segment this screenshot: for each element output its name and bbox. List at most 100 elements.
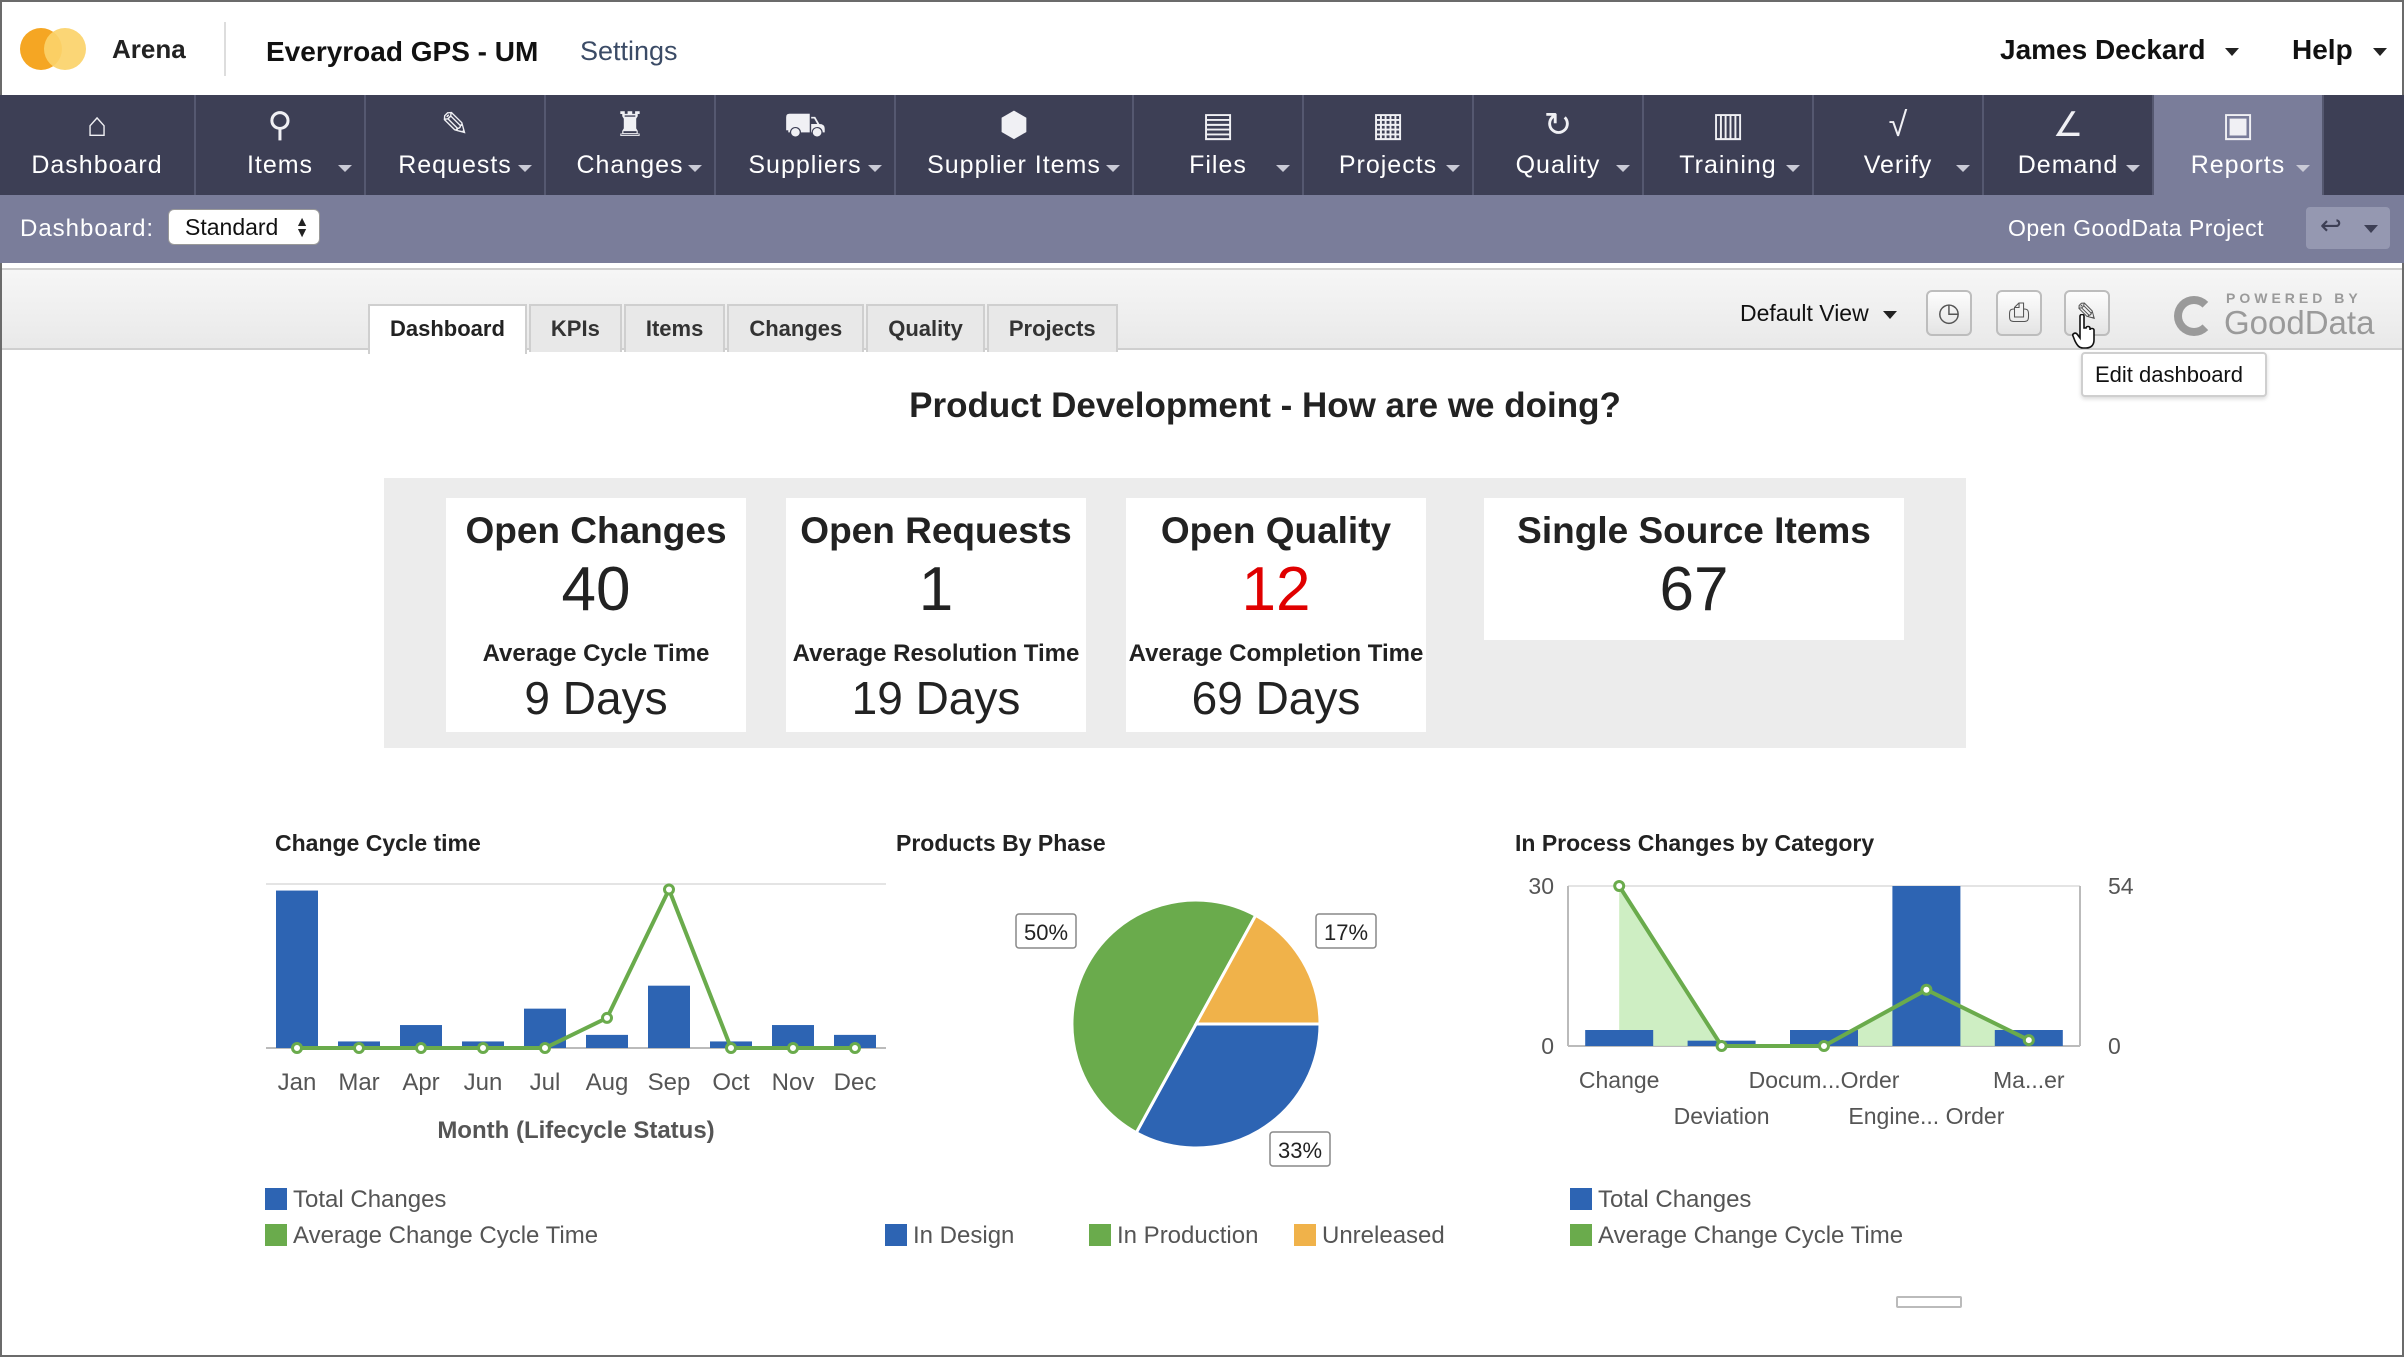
tab-items[interactable]: Items <box>623 304 726 352</box>
tab-changes[interactable]: Changes <box>727 304 865 352</box>
area-avg-cycle-time <box>1619 886 2029 1046</box>
nav-item-training[interactable]: ▥ Training <box>1644 95 1814 195</box>
nav-item-demand[interactable]: ∠ Demand <box>1984 95 2154 195</box>
open-gooddata-link[interactable]: Open GoodData Project <box>2008 215 2264 241</box>
nav-item-label: Training <box>1679 151 1777 179</box>
nav-item-items[interactable]: ⚲ Items <box>196 95 366 195</box>
clipboard-icon: ▦ <box>1371 106 1405 144</box>
line-point <box>1613 880 1626 892</box>
view-select[interactable]: Default View <box>1740 300 1897 327</box>
horizontal-scroll-handle[interactable] <box>1896 1296 1962 1308</box>
chevron-down-icon[interactable] <box>868 165 882 172</box>
legend-swatch <box>1089 1224 1111 1246</box>
bar-category-0 <box>1585 1030 1654 1046</box>
dashboard-subbar: Dashboard: Standard ▲ ▼ Open GoodData Pro… <box>0 195 2404 263</box>
dashboard-select[interactable]: Standard ▲ ▼ <box>168 209 320 245</box>
y-right-tick-label: 0 <box>2108 1033 2121 1059</box>
change-cycle-chart[interactable]: Jan Mar Apr Jun Jul Aug Sep Oct Nov Dec Month (Lif… <box>260 870 900 1144</box>
chevron-down-icon <box>2364 225 2378 233</box>
user-menu[interactable]: James Deckard <box>2000 34 2240 66</box>
nav-item-label: Verify <box>1863 151 1933 179</box>
nav-item-changes[interactable]: ♜ Changes <box>546 95 716 195</box>
workspace-name[interactable]: Everyroad GPS - UM <box>266 36 539 67</box>
legend-unreleased[interactable]: Unreleased <box>1294 1222 1445 1250</box>
arena-logo-icon[interactable] <box>20 28 86 70</box>
x-tick-label: Mar <box>338 1069 379 1096</box>
line-point <box>1920 983 1933 996</box>
kpi-title: Open Changes <box>465 510 727 551</box>
nav-item-label: Dashboard <box>31 151 163 179</box>
kpi-sub-value: 19 Days <box>851 672 1021 724</box>
line-point <box>1818 1040 1830 1052</box>
kpi-title: Open Requests <box>800 510 1072 551</box>
legend-total-changes[interactable]: Total Changes <box>265 1186 446 1214</box>
settings-link[interactable]: Settings <box>580 36 678 66</box>
refresh-icon: ↻ <box>1543 106 1573 144</box>
back-menu-button[interactable]: ↩ <box>2306 207 2390 249</box>
nav-item-supplier-items[interactable]: ⬢ Supplier Items <box>896 95 1134 195</box>
legend-in-design[interactable]: In Design <box>885 1222 1014 1250</box>
chevron-down-icon[interactable] <box>1956 165 1970 172</box>
kpi-card-open-quality[interactable]: Open Quality 12 Average Completion Time … <box>1126 498 1426 732</box>
edit-box-icon: ✎ <box>440 106 470 144</box>
chevron-down-icon[interactable] <box>518 165 532 172</box>
nav-item-dashboard[interactable]: ⌂ Dashboard <box>0 95 196 195</box>
line-point <box>539 1042 551 1054</box>
x-tick-label: Deviation <box>1674 1103 1770 1129</box>
tab-quality[interactable]: Quality <box>866 304 985 352</box>
kpi-value: 40 <box>561 555 631 624</box>
nav-item-label: Reports <box>2190 151 2286 179</box>
chevron-down-icon[interactable] <box>1276 165 1290 172</box>
chevron-down-icon[interactable] <box>2296 165 2310 172</box>
nav-item-quality[interactable]: ↻ Quality <box>1474 95 1644 195</box>
legend-in-production[interactable]: In Production <box>1089 1222 1258 1250</box>
data-label: 50% <box>1024 920 1068 945</box>
chevron-down-icon[interactable] <box>1446 165 1460 172</box>
x-tick-label: Jun <box>464 1069 503 1096</box>
help-menu[interactable]: Help <box>2292 34 2387 66</box>
x-tick-label: Oct <box>712 1069 750 1096</box>
chevron-down-icon[interactable] <box>1106 165 1120 172</box>
chevron-down-icon[interactable] <box>1786 165 1800 172</box>
nav-item-projects[interactable]: ▦ Projects <box>1304 95 1474 195</box>
chevron-down-icon[interactable] <box>338 165 352 172</box>
chevron-down-icon[interactable] <box>2126 165 2140 172</box>
legend-swatch <box>1570 1188 1592 1210</box>
nav-item-suppliers[interactable]: ⛟ Suppliers <box>716 95 896 195</box>
nav-item-reports[interactable]: ▣ Reports <box>2154 95 2324 195</box>
kpi-sub-label: Average Cycle Time <box>482 640 710 667</box>
nav-item-files[interactable]: ▤ Files <box>1134 95 1304 195</box>
nav-item-requests[interactable]: ✎ Requests <box>366 95 546 195</box>
nav-item-label: Suppliers <box>748 151 862 179</box>
brand-name[interactable]: Arena <box>112 34 186 64</box>
gooddata-wordmark: GoodData <box>2224 304 2375 341</box>
tab-projects[interactable]: Projects <box>986 304 1118 352</box>
schedule-button[interactable]: ◷ <box>1926 290 1972 336</box>
nav-item-verify[interactable]: √ Verify <box>1814 95 1984 195</box>
legend-avg-cycle-time-2[interactable]: Average Change Cycle Time <box>1570 1222 1903 1250</box>
legend-total-changes-2[interactable]: Total Changes <box>1570 1186 1751 1214</box>
x-axis-title: Month (Lifecycle Status) <box>437 1117 714 1144</box>
chevron-down-icon[interactable] <box>1616 165 1630 172</box>
tab-kpis[interactable]: KPIs <box>528 304 622 352</box>
line-point <box>725 1042 737 1054</box>
stamp-icon: ♜ <box>614 106 646 144</box>
line-point <box>601 1011 613 1024</box>
book-icon: ▥ <box>1711 106 1745 144</box>
gooddata-g-icon <box>2174 296 2214 336</box>
legend-avg-cycle-time[interactable]: Average Change Cycle Time <box>265 1222 598 1250</box>
pie-slice-unreleased <box>1193 913 1322 1026</box>
nav-item-label: Supplier Items <box>927 151 1101 179</box>
x-tick-label: Change <box>1579 1067 1660 1093</box>
chevron-down-icon[interactable] <box>688 165 702 172</box>
in-process-changes-chart[interactable]: 30 0 54 0 Change Deviation Docum...Order Engine… <box>1500 870 2160 1150</box>
print-button[interactable]: ⎙ <box>1996 290 2042 336</box>
products-by-phase-chart[interactable]: 33% 50% 17% <box>1000 880 1420 1180</box>
kpi-card-open-changes[interactable]: Open Changes 40 Average Cycle Time 9 Day… <box>446 498 746 732</box>
kpi-card-open-requests[interactable]: Open Requests 1 Average Resolution Time … <box>786 498 1086 732</box>
tab-dashboard[interactable]: Dashboard <box>368 304 527 354</box>
x-tick-label: Jul <box>530 1069 561 1096</box>
kpi-value: 1 <box>918 555 954 624</box>
kpi-card-single-source-items[interactable]: Single Source Items 67 <box>1484 498 1904 640</box>
line-point <box>1715 1040 1728 1052</box>
